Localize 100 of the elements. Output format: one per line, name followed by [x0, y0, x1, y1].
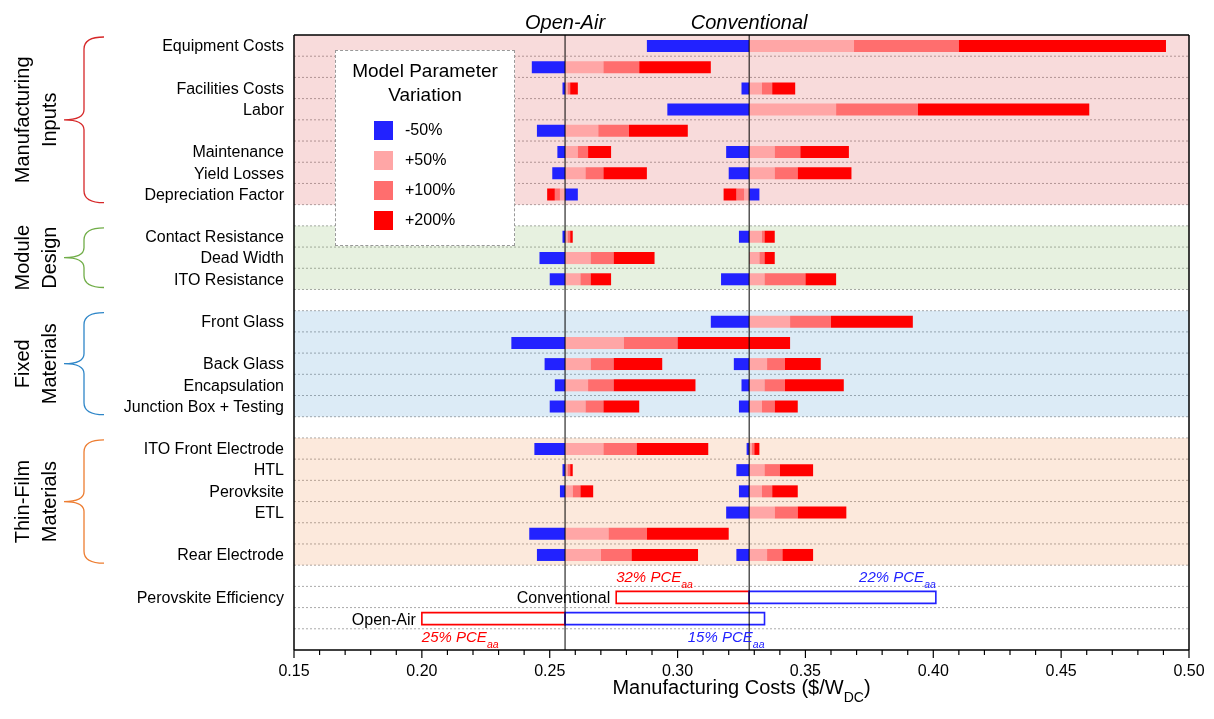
bar: [539, 252, 566, 265]
bar: [531, 61, 566, 74]
bar: [759, 252, 765, 265]
bar: [608, 527, 647, 540]
bar: [603, 400, 640, 413]
bar: [565, 124, 599, 137]
bar: [784, 379, 844, 392]
bar: [748, 590, 937, 605]
bar: [749, 379, 765, 392]
text: Manufacturing Inputs: [11, 56, 60, 184]
y-tick-label: Back Glass: [203, 355, 284, 373]
bar: [749, 82, 762, 95]
y-tick-label: Equipment Costs: [162, 37, 284, 55]
bar: [615, 590, 750, 605]
bar: [764, 379, 785, 392]
bar: [779, 464, 814, 477]
bar: [590, 273, 612, 286]
bar: [588, 379, 614, 392]
bar: [761, 400, 775, 413]
bar: [565, 527, 609, 540]
legend-title: Model Parameter Variation: [351, 59, 499, 107]
bar: [741, 379, 750, 392]
bar: [738, 230, 750, 243]
legend-label: -50%: [405, 121, 443, 139]
x-tick-label: 0.30: [662, 662, 694, 679]
bar: [784, 358, 821, 371]
bar: [749, 485, 762, 498]
bar: [565, 167, 586, 180]
bar: [736, 548, 750, 561]
y-tick-label: Encapsulation: [183, 376, 284, 394]
x-tick-label: 0.50: [1173, 662, 1205, 679]
bar: [600, 548, 632, 561]
bar: [836, 103, 918, 116]
bar: [677, 336, 791, 349]
x-tick-label: 0.40: [917, 662, 949, 679]
bar: [565, 61, 604, 74]
bar: [854, 40, 959, 52]
x-tick-label: 0.45: [1045, 662, 1077, 679]
bar: [580, 273, 591, 286]
legend-label: +100%: [405, 181, 456, 199]
y-tick-label: Labor: [243, 100, 285, 118]
bar: [552, 167, 566, 180]
bar: [534, 442, 566, 455]
bar: [565, 188, 578, 201]
bar: [511, 336, 566, 349]
bar: [764, 273, 806, 286]
annotation: 22% PCE$_{aa}$: [858, 568, 936, 591]
bar: [565, 442, 604, 455]
y-tick-label: Maintenance: [192, 143, 285, 161]
bar: [767, 548, 783, 561]
bar: [749, 464, 765, 477]
bar: [639, 61, 711, 74]
annotation: Open-Air: [351, 610, 417, 628]
bar: [790, 315, 831, 328]
bar: [764, 464, 780, 477]
bar: [529, 527, 566, 540]
bar: [736, 464, 750, 477]
x-tick-label: 0.35: [789, 662, 822, 679]
y-tick-label: HTL: [253, 461, 285, 479]
bar: [572, 485, 581, 498]
bar: [723, 188, 737, 201]
y-tick-label: Perovskite Efficiency: [136, 588, 284, 606]
bar: [544, 358, 566, 371]
bar: [733, 358, 750, 371]
bar: [603, 167, 647, 180]
bar: [797, 167, 852, 180]
bar: [782, 548, 814, 561]
annotation: 25% PCE$_{aa}$: [420, 627, 499, 650]
bar: [749, 400, 762, 413]
bar: [744, 188, 750, 201]
bar: [565, 379, 589, 392]
bar: [726, 146, 750, 159]
bar: [741, 82, 750, 95]
bar: [588, 146, 612, 159]
bar: [738, 400, 750, 413]
bar: [547, 188, 555, 201]
bar: [749, 273, 765, 286]
bar: [774, 146, 801, 159]
bar: [631, 548, 699, 561]
y-tick-label: Contact Resistance: [145, 228, 285, 246]
bar: [603, 442, 637, 455]
bar: [646, 40, 750, 52]
bar: [585, 167, 604, 180]
y-tick-label: Front Glass: [201, 312, 284, 330]
bar: [800, 146, 849, 159]
bar: [554, 188, 560, 201]
bar: [805, 273, 837, 286]
bar: [646, 527, 729, 540]
bar: [565, 336, 624, 349]
x-tick-label: 0.20: [406, 662, 438, 679]
y-tick-label: ITO Front Electrode: [143, 440, 285, 458]
text: Thin-Film Materials: [11, 459, 60, 544]
bar: [580, 485, 594, 498]
bar: [774, 167, 798, 180]
y-tick-label: Yield Losses: [193, 164, 284, 182]
bar: [749, 146, 775, 159]
bar: [536, 124, 566, 137]
bar: [736, 188, 745, 201]
bar: [749, 506, 775, 519]
ref-line-label: Open-Air: [525, 11, 607, 33]
